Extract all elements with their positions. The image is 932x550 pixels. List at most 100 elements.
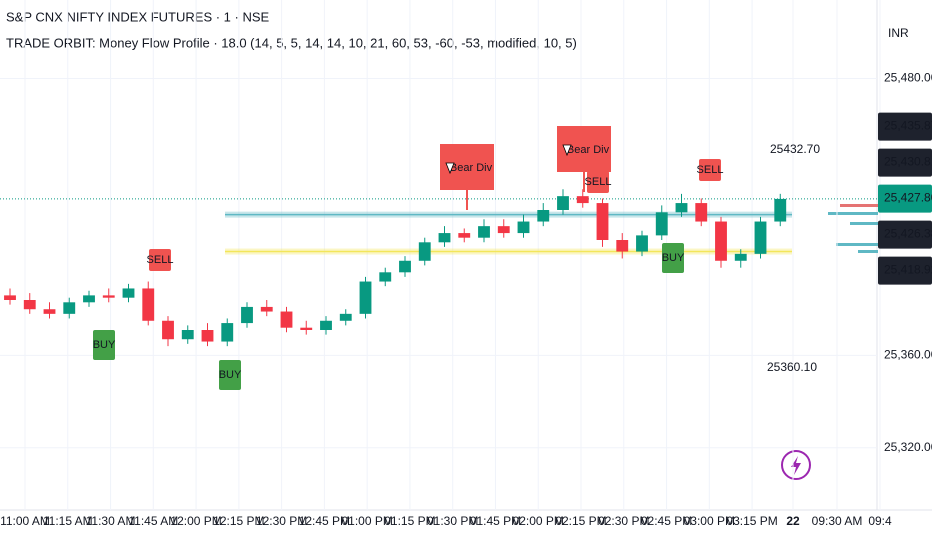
x-tick-label: 02:00 PM [513,514,564,528]
x-tick-label: 11:30 AM [86,514,136,528]
candle-body [517,221,530,234]
candle-body [102,295,115,298]
x-tick-label: 03:15 PM [726,514,777,528]
candle-body [458,233,471,238]
candle-body [576,196,589,204]
signal-buy: BUY [219,360,242,390]
candle-body [379,272,392,282]
signal-label: SELL [147,254,174,266]
candle-body [23,300,36,310]
x-tick-label: 01:15 PM [384,514,435,528]
x-tick-label: 02:15 PM [555,514,606,528]
candle-body [655,212,668,236]
price-label: 25,430.81 [884,155,932,169]
x-tick-label: 02:30 PM [598,514,649,528]
indicator-title: TRADE ORBIT: Money Flow Profile · 18.0 (… [6,35,577,50]
candle-body [221,323,234,342]
x-tick-label: 09:30 AM [812,514,863,528]
price-label-box [878,256,932,285]
signal-label: BUY [219,369,242,381]
profile-bar [836,243,878,246]
profile-bar [850,222,878,225]
candle-body [339,313,352,321]
profile-label: 25432.70 [770,142,820,156]
signal-bear: Bear Div [440,144,494,210]
price-label: 25,426.38 [884,227,932,241]
currency: INR [888,26,909,40]
profile-bar [858,250,878,253]
signal-box [149,249,171,271]
signal-triangle [445,162,455,175]
signal-buy: BUY [662,243,685,273]
y-tick-label: 25,320.00 [884,440,932,454]
candle-body [83,295,95,303]
alert-icon [781,450,811,480]
candle-body [438,233,451,243]
price-label: 25,418.92 [884,263,932,277]
candle-body [122,288,135,298]
x-tick-label: 09:4 [868,514,892,528]
candle-body [715,221,727,261]
signal-label: BUY [662,252,685,264]
candle-body [774,198,787,222]
x-tick-label: 12:45 PM [299,514,350,528]
signal-label: Bear Div [450,162,493,174]
signal-triangle [562,144,572,157]
signal-label: SELL [697,164,724,176]
candle-body [557,196,569,210]
candle-body [201,330,214,342]
x-tick-label: 22 [786,514,800,528]
candle-body [636,235,648,252]
candle-body [399,260,411,273]
signal-box [587,171,609,193]
x-tick-label: 12:00 PM [170,514,221,528]
candle-body [695,203,708,222]
signal-sell: SELL [585,171,612,193]
alert-bolt [791,456,801,475]
signal-label: BUY [93,339,116,351]
candle-body [280,311,293,328]
x-tick-label: 01:30 PM [427,514,478,528]
price-label-box [878,220,932,249]
x-tick-label: 12:30 PM [256,514,307,528]
profile-bar [840,204,878,207]
candle-body [359,281,372,314]
price-label-box [878,184,932,213]
candle-body [675,203,688,213]
signal-box [219,360,241,390]
candle-body [497,226,510,234]
price-label-box [878,112,932,141]
profile-bar [828,212,878,215]
signal-label: SELL [585,176,612,188]
volume-profile [828,204,878,253]
candle-body [63,302,76,314]
x-tick-label: 01:45 PM [470,514,521,528]
x-tick-label: 11:00 AM [0,514,50,528]
candle-body [616,240,629,252]
signal-box [662,243,684,273]
price-label-box [878,148,932,177]
candle-body [4,295,16,300]
candle-body [260,306,273,312]
candle-body [300,327,313,330]
candle-body [241,306,253,324]
x-tick-label: 12:15 PM [213,514,264,528]
candle-body [754,221,767,254]
price-label: 25,427.80 [884,191,932,205]
signal-box [699,159,721,181]
x-tick-label: 03:00 PM [684,514,735,528]
x-tick-label: 11:45 AM [128,514,178,528]
candle-body [181,330,194,340]
x-tick-label: 02:45 PM [641,514,692,528]
signal-bear: Bear Div [557,126,611,192]
candle-body [162,320,174,340]
x-tick-label: 01:00 PM [341,514,392,528]
price-label: 25,435.87 [884,119,932,133]
candle-body [596,203,609,240]
signal-sell: SELL [147,249,174,271]
candle-body [43,309,56,314]
candle-body [537,210,550,222]
signal-label: Bear Div [567,144,610,156]
